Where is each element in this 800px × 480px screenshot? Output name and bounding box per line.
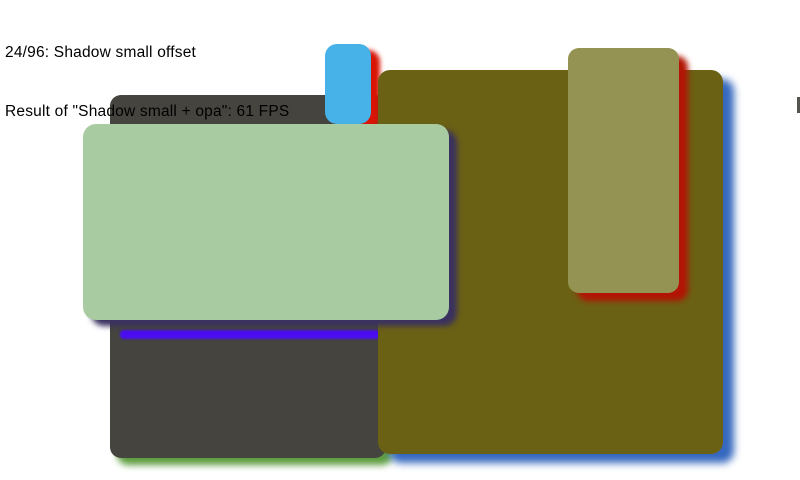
tan-card <box>568 48 679 293</box>
test-result-label: Result of "Shadow small + opa": 61 FPS <box>5 102 290 120</box>
benchmark-status-text: 24/96: Shadow small offset Result of "Sh… <box>5 4 289 160</box>
violet-strip <box>120 330 380 339</box>
offscreen-card-edge <box>797 97 800 113</box>
test-progress-label: 24/96: Shadow small offset <box>5 44 197 61</box>
sage-card <box>83 124 449 320</box>
sky-blue-card <box>325 44 371 124</box>
